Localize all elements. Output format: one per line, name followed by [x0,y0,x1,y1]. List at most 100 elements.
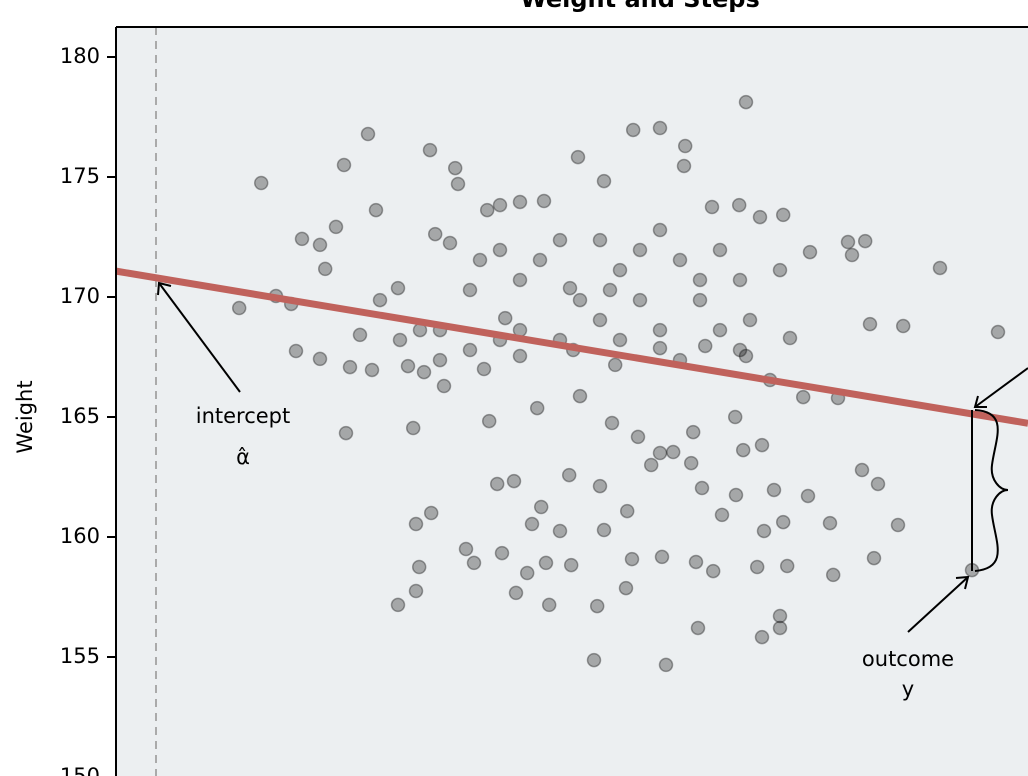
point [447,160,463,176]
point [731,197,747,213]
point [372,292,388,308]
point [854,462,870,478]
point [802,244,818,260]
point [632,292,648,308]
point [692,272,708,288]
point [288,343,304,359]
point [652,222,668,238]
point [738,94,754,110]
annotation: y [902,677,914,701]
point [607,357,623,373]
point [779,558,795,574]
point [705,563,721,579]
point [624,551,640,567]
point [712,322,728,338]
point [612,262,628,278]
point [756,523,772,539]
point [541,597,557,613]
point [364,362,380,378]
point [862,316,878,332]
point [436,378,452,394]
point [390,597,406,613]
point [342,359,358,375]
point [497,310,513,326]
point [492,197,508,213]
point [422,142,438,158]
point [338,425,354,441]
point [677,138,693,154]
point [231,300,247,316]
point [604,415,620,431]
point [990,324,1006,340]
point [572,292,588,308]
point [775,514,791,530]
point [714,507,730,523]
point [494,545,510,561]
point [432,352,448,368]
point [694,480,710,496]
arrow [907,576,969,633]
point [466,555,482,571]
point [492,242,508,258]
point [800,488,816,504]
point [408,583,424,599]
point [732,342,748,358]
point [411,559,427,575]
point [772,608,788,624]
point [685,424,701,440]
point [408,516,424,532]
point [712,242,728,258]
point [630,429,646,445]
point [825,567,841,583]
point [676,158,692,174]
point [775,207,791,223]
point [822,515,838,531]
point [423,505,439,521]
point [317,261,333,277]
point [632,242,648,258]
point [643,457,659,473]
point [512,348,528,364]
point [312,351,328,367]
point [536,193,552,209]
fit-group [115,27,1028,776]
point [506,473,522,489]
annotation: α̂ [236,445,250,469]
regression-line [115,267,1028,427]
point [561,467,577,483]
arrow [974,367,1028,408]
point [512,194,528,210]
point [654,549,670,565]
point [489,476,505,492]
point [752,209,768,225]
point [336,157,352,173]
point [481,413,497,429]
point [658,657,674,673]
point [683,455,699,471]
point [749,559,765,575]
point [472,252,488,268]
point [592,312,608,328]
point [857,233,873,249]
point [529,400,545,416]
point [602,282,618,298]
point [392,332,408,348]
point [596,173,612,189]
point [754,629,770,645]
point [742,312,758,328]
point [732,272,748,288]
point [479,202,495,218]
point [450,176,466,192]
points [231,94,1006,673]
point [772,262,788,278]
chart-title: Weight and Steps [520,0,760,13]
point [328,219,344,235]
point [589,598,605,614]
point [462,342,478,358]
point [427,226,443,242]
point [844,247,860,263]
y-tick-label: 155 [60,644,100,668]
point [596,522,612,538]
